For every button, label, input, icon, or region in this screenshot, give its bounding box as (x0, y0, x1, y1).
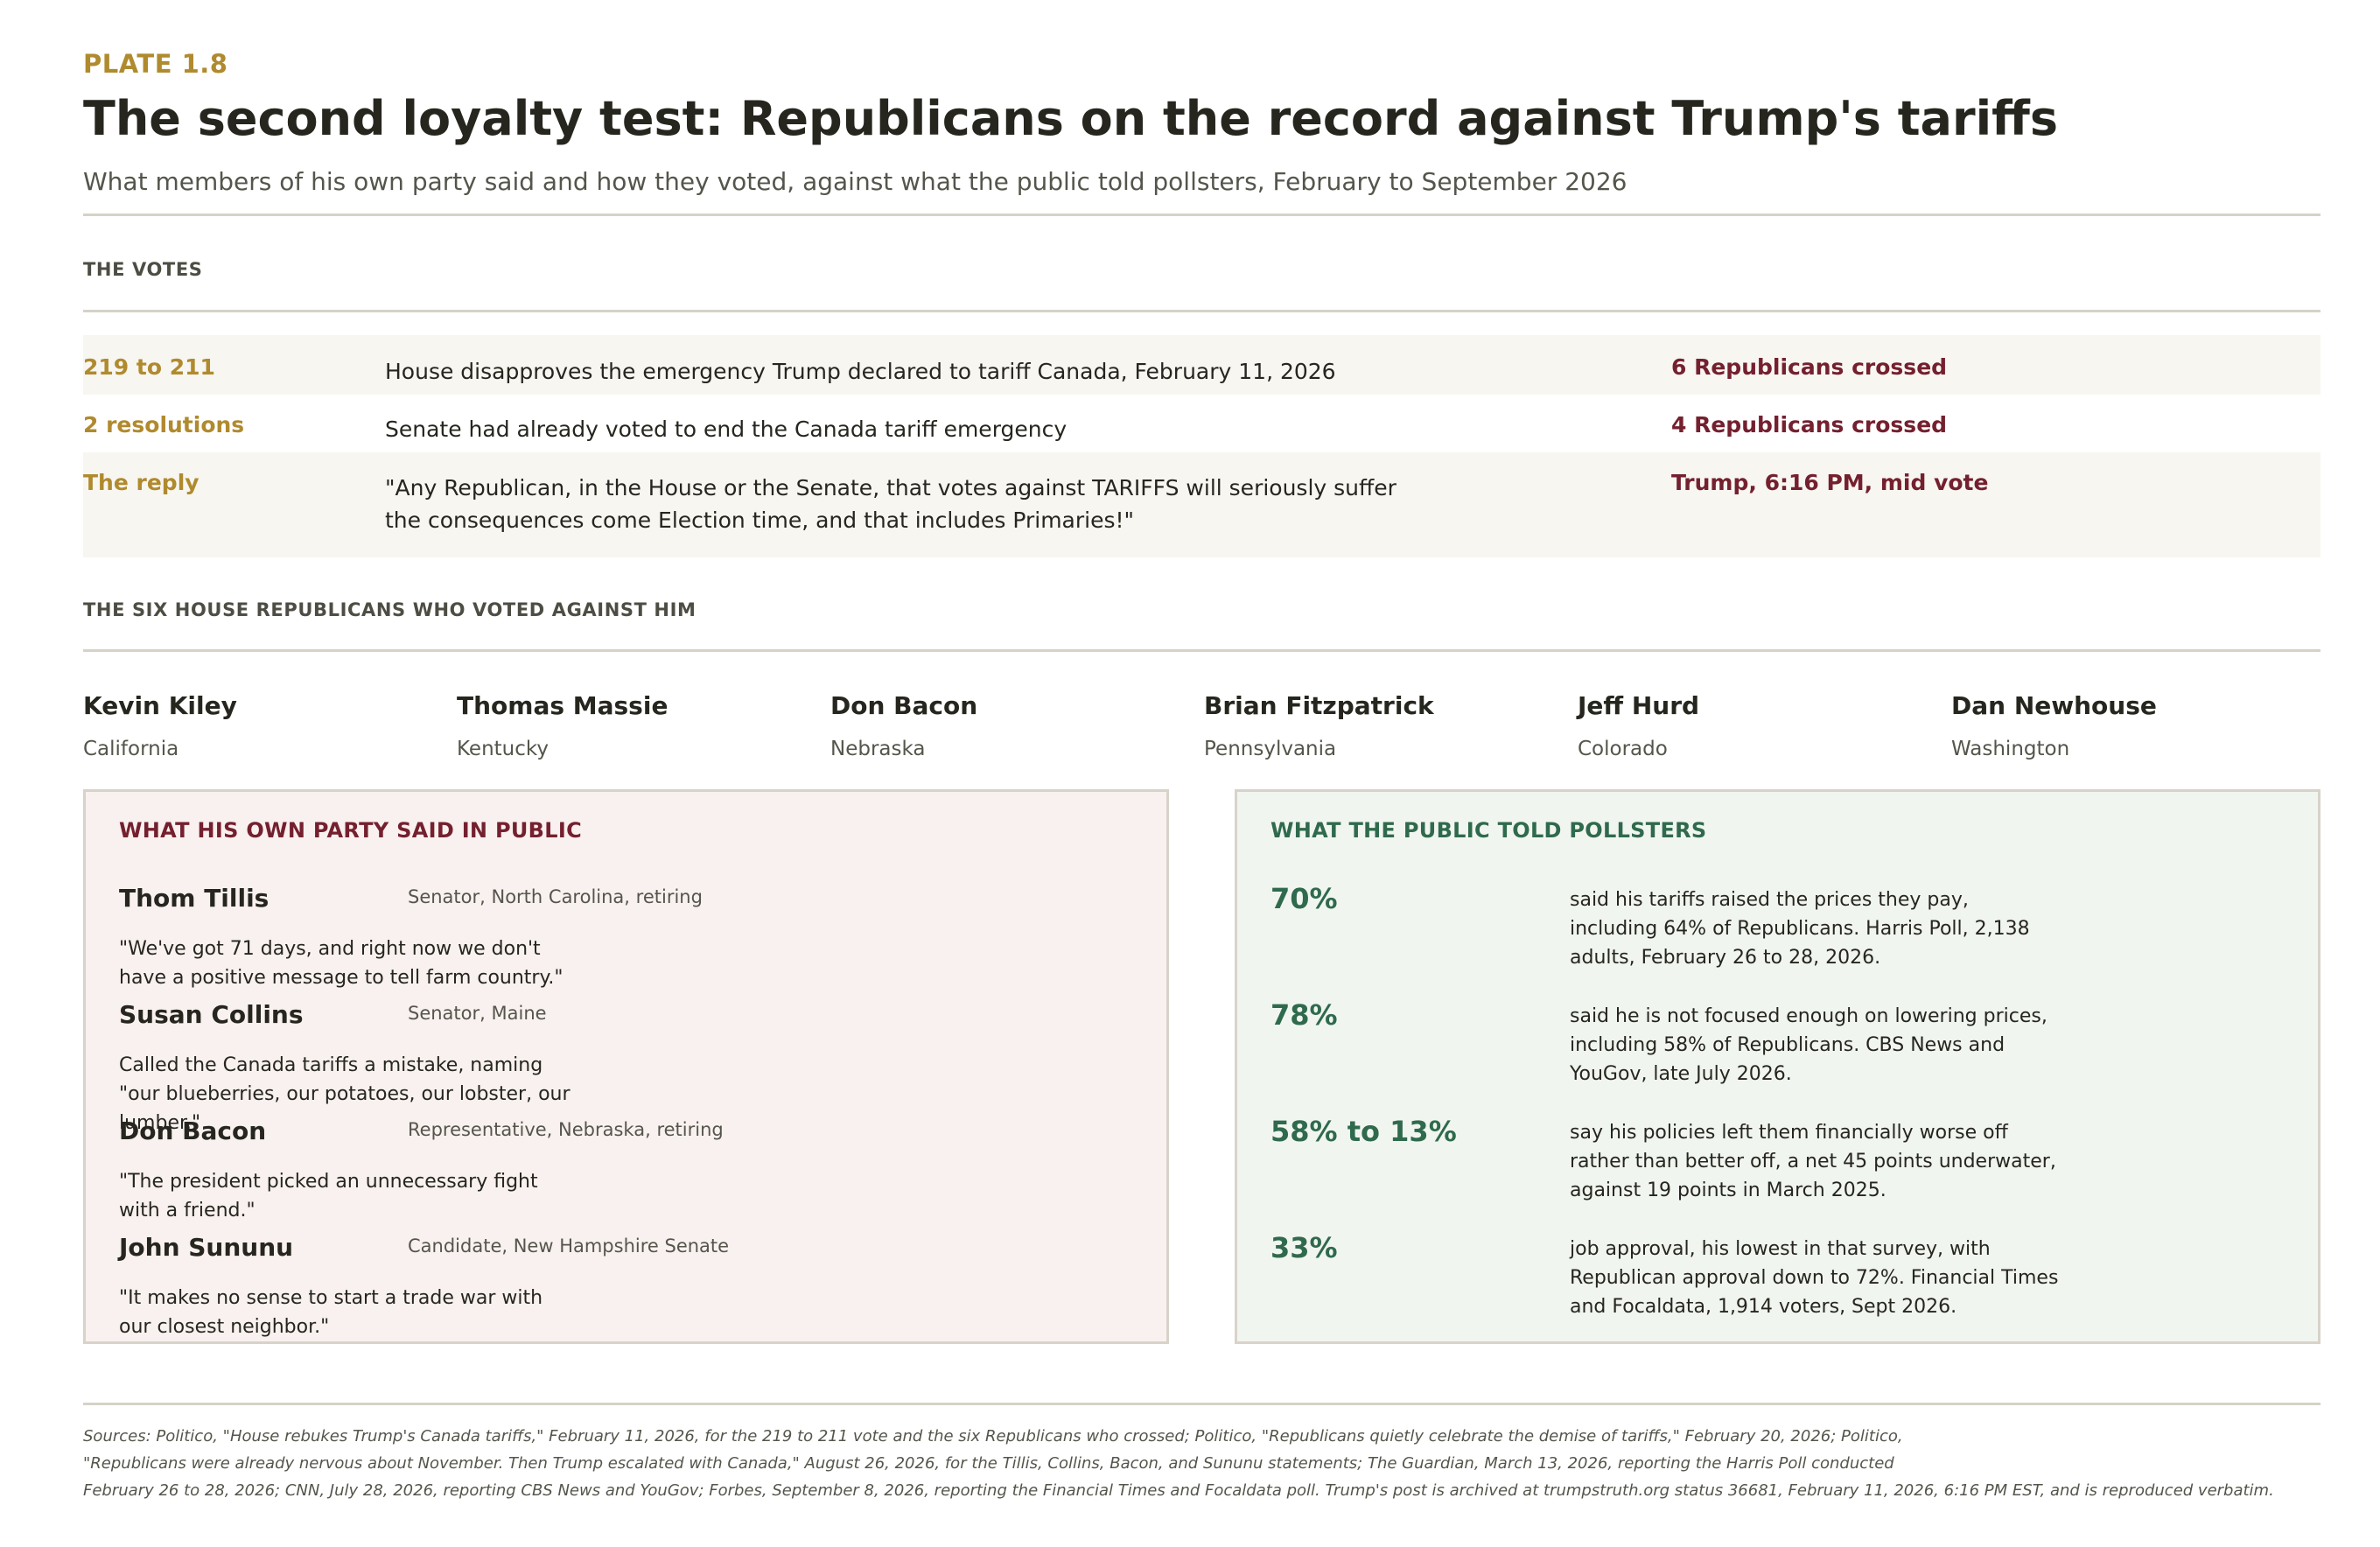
quote-role: Candidate, New Hampshire Senate (408, 1236, 730, 1256)
vote-note: Trump, 6:16 PM, mid vote (1671, 470, 1989, 495)
member-state: Kentucky (457, 738, 550, 760)
quote-text: "It makes no sense to start a trade war … (119, 1287, 543, 1338)
vote-row: 219 to 211 House disapproves the emergen… (83, 335, 2320, 395)
vote-key: 2 resolutions (83, 412, 245, 438)
quote-speaker: Thom Tillis (119, 884, 270, 913)
member-name: Brian Fitzpatrick (1204, 691, 1434, 720)
member-state: Colorado (1578, 738, 1668, 760)
quote-role: Senator, Maine (408, 1003, 547, 1024)
poll-stat-value: 78% (1270, 998, 1338, 1032)
page-title: The second loyalty test: Republicans on … (83, 91, 2059, 146)
votes-divider (83, 310, 2320, 312)
member-card: Jeff Hurd Colorado (1578, 691, 1945, 760)
member-state: Pennsylvania (1204, 738, 1337, 760)
sources-line: "Republicans were already nervous about … (83, 1454, 1894, 1473)
quote-text: "We've got 71 days, and right now we don… (119, 938, 564, 989)
sources-divider (83, 1403, 2320, 1405)
vote-text: Senate had already voted to end the Cana… (385, 416, 1068, 442)
poll-stat-value: 33% (1270, 1231, 1338, 1264)
votes-section-label: THE VOTES (83, 259, 203, 280)
quote-speaker: Don Bacon (119, 1116, 267, 1145)
member-state: Washington (1951, 738, 2070, 760)
vote-row: 2 resolutions Senate had already voted t… (83, 395, 2320, 452)
vote-key: The reply (83, 470, 200, 495)
quote-text: "The president picked an unnecessary fig… (119, 1171, 538, 1222)
vote-key: 219 to 211 (83, 354, 215, 380)
poll-stat-text: said he is not focused enough on lowerin… (1570, 1005, 2048, 1085)
poll-stat-text: said his tariffs raised the prices they … (1570, 889, 2030, 969)
member-name: Don Bacon (830, 691, 978, 720)
poll-stat-text: job approval, his lowest in that survey,… (1570, 1238, 2059, 1318)
party-statements-panel: WHAT HIS OWN PARTY SAID IN PUBLIC Thom T… (83, 789, 1169, 1344)
members-divider (83, 649, 2320, 652)
vote-note: 6 Republicans crossed (1671, 354, 1948, 380)
members-section-label: THE SIX HOUSE REPUBLICANS WHO VOTED AGAI… (83, 599, 696, 620)
sources-note: Sources: Politico, "House rebukes Trump'… (83, 1423, 2380, 1504)
quote-speaker: John Sununu (119, 1233, 294, 1262)
sources-line: Sources: Politico, "House rebukes Trump'… (83, 1427, 1903, 1446)
member-name: Dan Newhouse (1951, 691, 2157, 720)
member-state: California (83, 738, 179, 760)
member-card: Don Bacon Nebraska (830, 691, 1198, 760)
vote-text: "Any Republican, in the House or the Sen… (385, 475, 1396, 533)
party-panel-heading: WHAT HIS OWN PARTY SAID IN PUBLIC (119, 818, 582, 843)
vote-row: The reply "Any Republican, in the House … (83, 452, 2320, 557)
plate-page: PLATE 1.8 The second loyalty test: Repub… (83, 0, 2320, 1547)
poll-stat-text: say his policies left them financially w… (1570, 1122, 2056, 1201)
public-polling-panel: WHAT THE PUBLIC TOLD POLLSTERS 70% said … (1235, 789, 2320, 1344)
vote-text: House disapproves the emergency Trump de… (385, 359, 1336, 384)
member-card: Brian Fitzpatrick Pennsylvania (1204, 691, 1572, 760)
member-name: Jeff Hurd (1578, 691, 1700, 720)
plate-number: PLATE 1.8 (83, 49, 228, 79)
quote-role: Senator, North Carolina, retiring (408, 886, 703, 907)
member-card: Dan Newhouse Washington (1951, 691, 2319, 760)
poll-stat-value: 58% to 13% (1270, 1115, 1457, 1148)
header-divider (83, 214, 2320, 216)
page-subtitle: What members of his own party said and h… (83, 167, 1628, 196)
member-card: Kevin Kiley California (83, 691, 451, 760)
quote-text: Called the Canada tariffs a mistake, nam… (119, 1054, 570, 1134)
member-card: Thomas Massie Kentucky (457, 691, 824, 760)
quote-role: Representative, Nebraska, retiring (408, 1119, 724, 1140)
quote-speaker: Susan Collins (119, 1000, 304, 1029)
sources-line: February 26 to 28, 2026; CNN, July 28, 2… (83, 1481, 2274, 1500)
member-name: Thomas Massie (457, 691, 668, 720)
vote-note: 4 Republicans crossed (1671, 412, 1948, 438)
public-panel-heading: WHAT THE PUBLIC TOLD POLLSTERS (1270, 818, 1707, 843)
poll-stat-value: 70% (1270, 882, 1338, 915)
member-name: Kevin Kiley (83, 691, 237, 720)
member-state: Nebraska (830, 738, 926, 760)
